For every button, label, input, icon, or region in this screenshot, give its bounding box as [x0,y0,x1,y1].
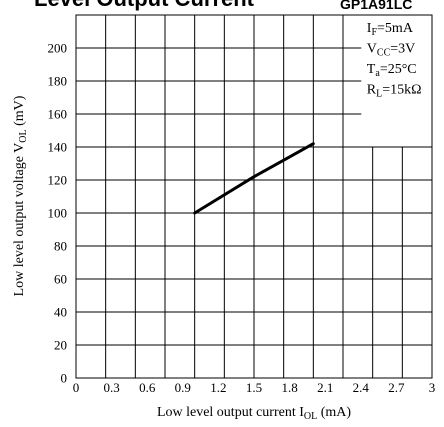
y-tick-label: 60 [54,272,67,287]
y-tick-label: 0 [61,371,68,386]
part-number: GP1A91LC [340,0,413,12]
x-tick-label: 0.3 [103,380,119,395]
condition-text: VCC=3V [367,42,415,59]
condition-text: Ta=25°C [367,62,417,79]
x-tick-label: 2.7 [388,380,405,395]
y-tick-label: 40 [54,305,67,320]
conditions: IF=5mA VCC=3V Ta=25°C RL=15kΩ [367,21,422,100]
y-axis-label: Low level output voltage VOL (mV) [12,95,29,296]
x-tick-label: 0 [73,380,80,395]
y-tick-label: 80 [54,239,67,254]
y-tick-label: 160 [48,107,68,122]
x-tick-label: 0.6 [139,380,156,395]
y-tick-label: 120 [48,173,68,188]
chart-title: Level Output Current [34,0,254,12]
x-tick-label: 1.8 [281,380,297,395]
x-tick-label: 1.2 [210,380,226,395]
y-tick-label: 140 [48,140,68,155]
x-tick-label: 2.1 [317,380,333,395]
y-tick-label: 100 [48,206,68,221]
condition-text: RL=15kΩ [367,83,422,100]
x-tick-label: 3 [429,380,436,395]
condition-text: IF=5mA [367,21,414,38]
y-tick-labels: 0 20 40 60 80 100 120 140 160 180 200 [48,41,68,386]
x-tick-labels: 0 0.3 0.6 0.9 1.2 1.5 1.8 2.1 2.4 2.7 3 [73,380,436,395]
x-tick-label: 1.5 [246,380,262,395]
series [193,142,315,215]
conditions-box [361,15,432,147]
y-tick-label: 20 [54,338,67,353]
x-axis-label: Low level output current IOL (mA) [157,405,351,422]
x-tick-label: 2.4 [353,380,370,395]
x-tick-label: 0.9 [175,380,191,395]
y-tick-label: 180 [48,74,68,89]
y-tick-label: 200 [48,41,68,56]
series-line [193,142,315,215]
plot-frame [75,14,433,379]
